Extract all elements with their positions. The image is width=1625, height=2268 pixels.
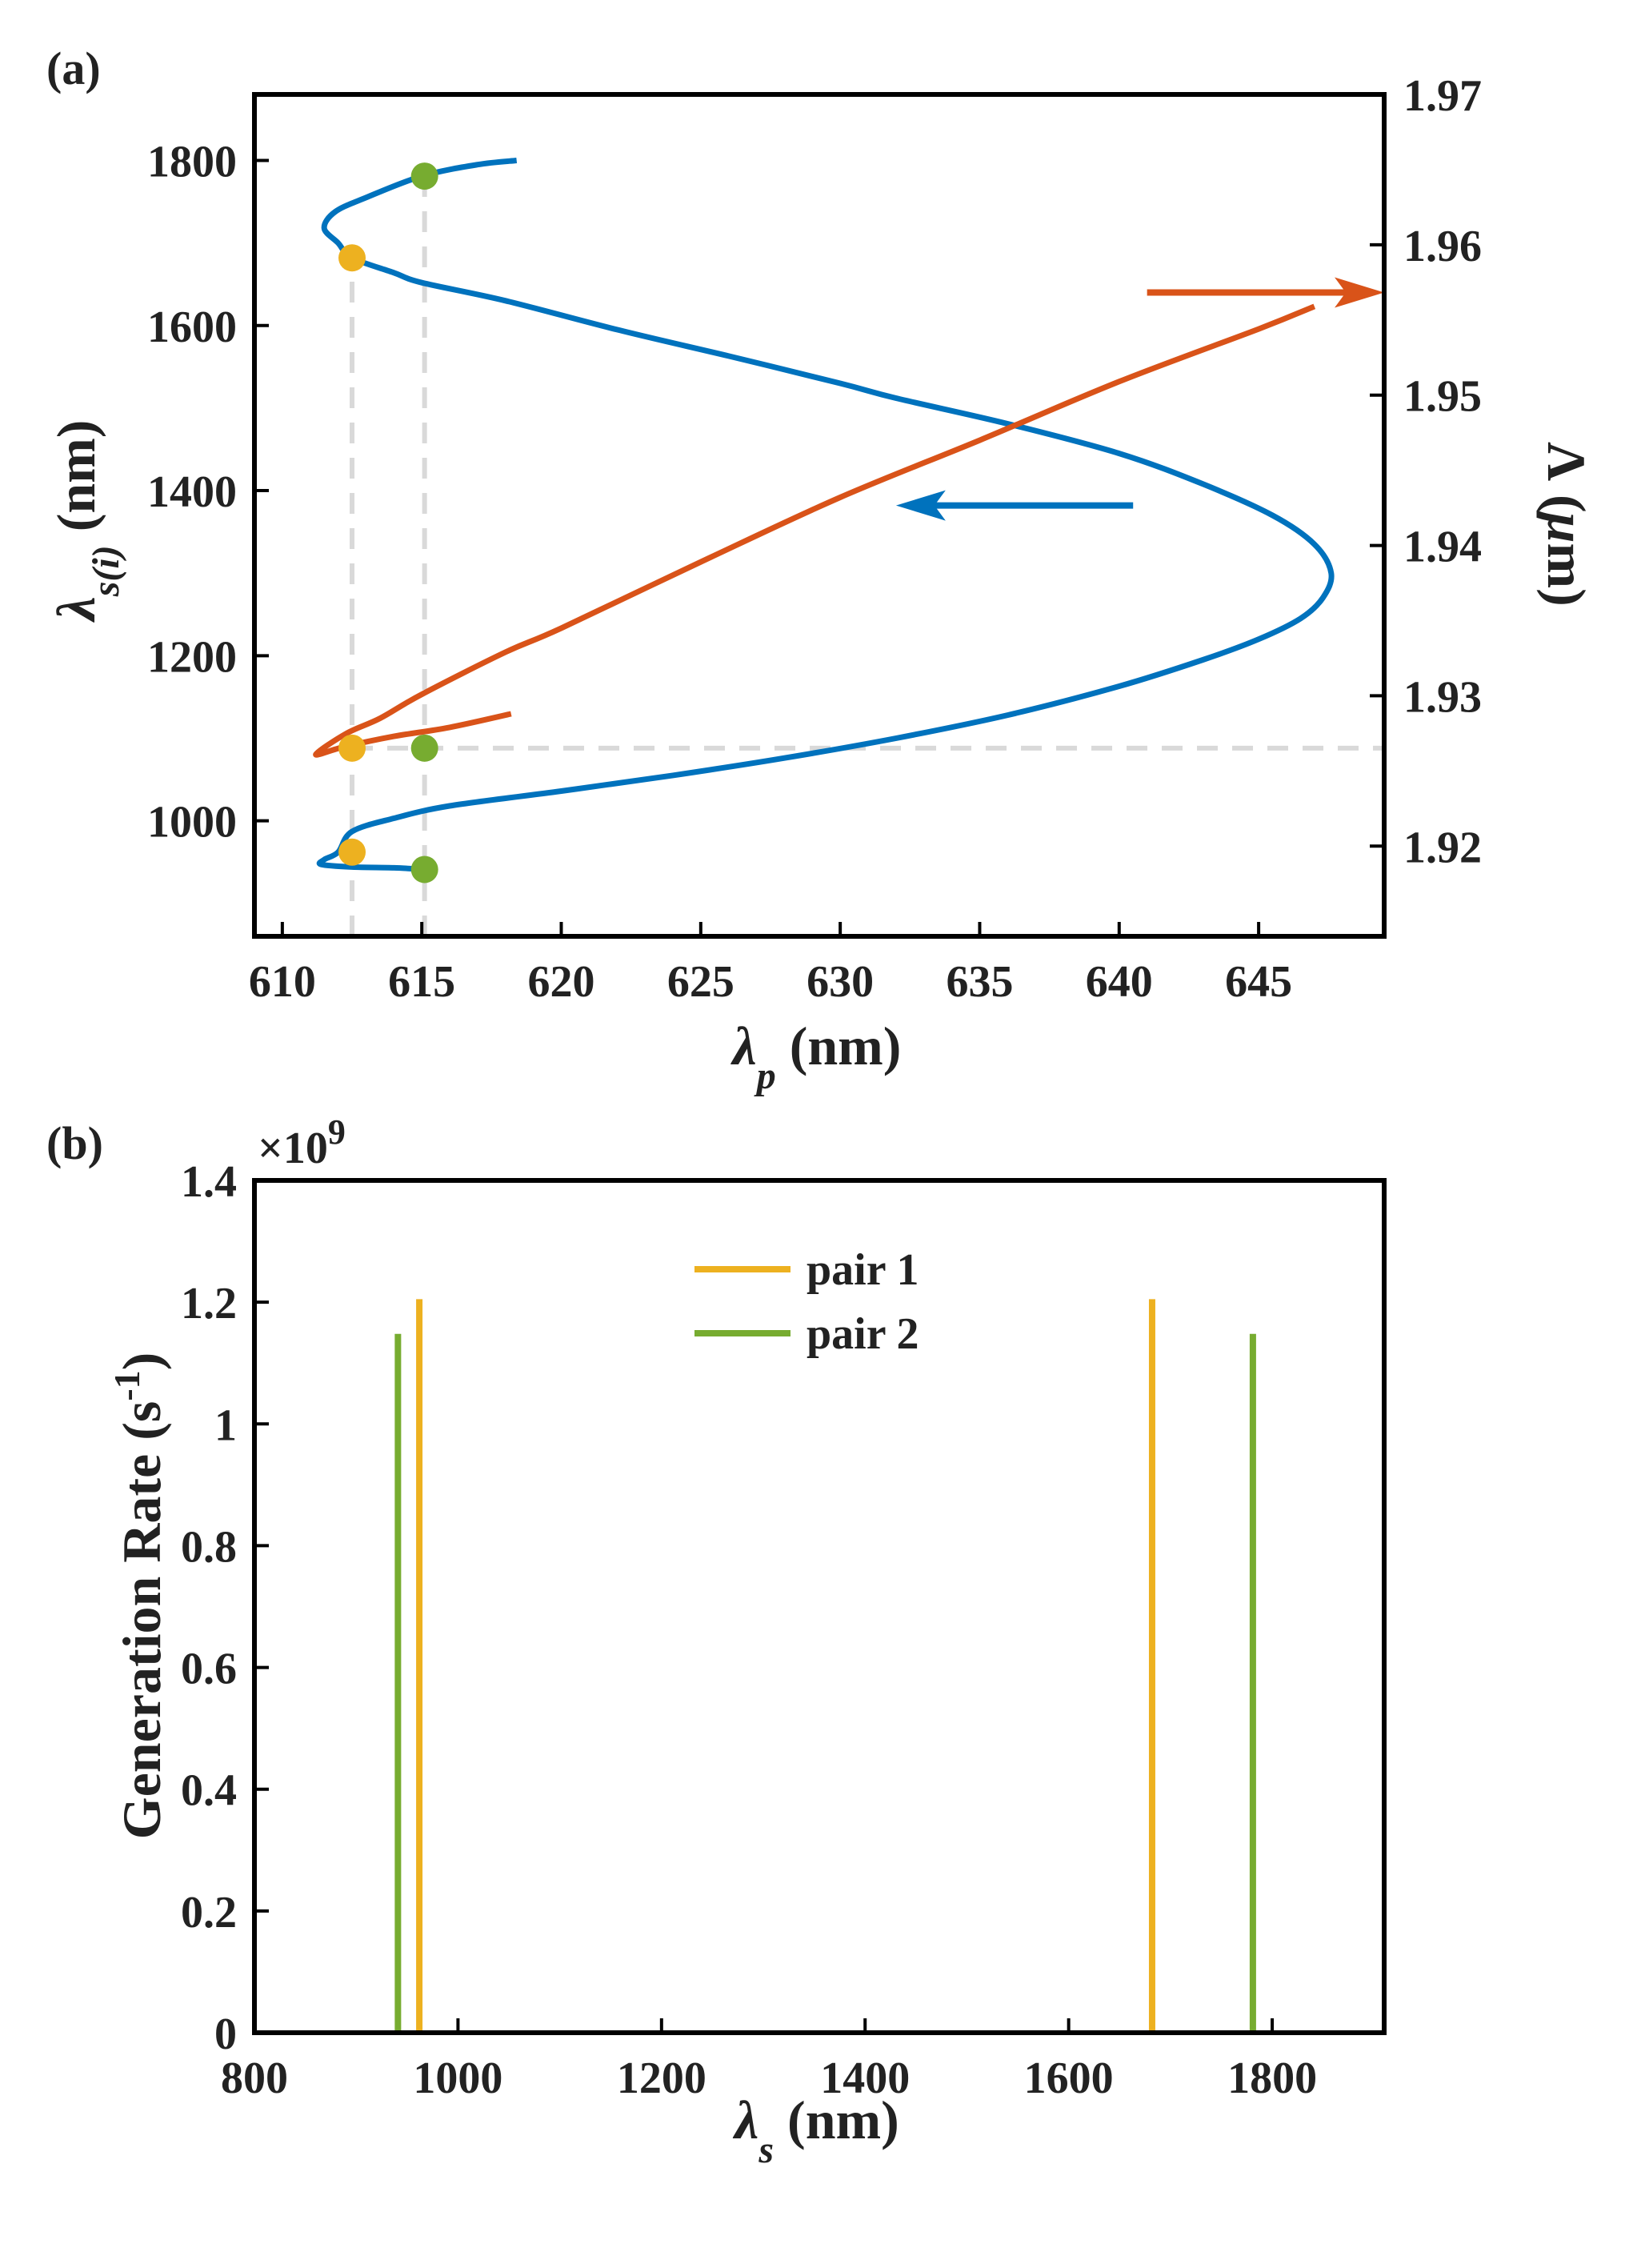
y-tick-label: 1.2 [181,1279,237,1328]
curve-period [313,303,1316,758]
y-axis-label: λs(i) (nm) [46,420,127,623]
marker-pair-1-3 [338,838,366,866]
y-exponent-label: ×109 [258,1112,346,1173]
marker-pair-2-1 [410,162,438,190]
legend-label-pair-2: pair 2 [806,1309,919,1359]
y-ticks: 1000 1200 1400 1600 1800 [147,138,269,847]
x-tick-label: 1600 [1024,2054,1114,2103]
arrow-right-head [1335,277,1384,308]
y-tick-label: 1200 [147,632,237,682]
panel-b-label: (b) [46,1117,103,1169]
y2-tick-label: 1.92 [1403,823,1482,872]
direction-arrows [895,277,1384,521]
panel-a-label: (a) [46,42,101,94]
y2-tick-label: 1.93 [1403,672,1482,722]
curves [313,158,1335,872]
y-tick-label: 1.4 [181,1157,237,1207]
bars [394,1299,1256,2033]
y-tick-label: 0.8 [181,1522,237,1572]
y-tick-label: 0.4 [181,1766,237,1816]
x-ticks: 800 1000 1200 1400 1600 1800 [221,2018,1317,2103]
marker-pair-1-2 [338,734,366,762]
y-tick-label: 1 [214,1400,237,1450]
x-tick-label: 615 [388,957,455,1007]
guide-lines [350,176,1384,936]
y-tick-label: 1400 [147,467,237,517]
x-tick-label: 1000 [413,2054,502,2103]
y-tick-label: 0 [214,2010,237,2059]
x-tick-label: 645 [1225,957,1292,1007]
y2-tick-label: 1.94 [1403,523,1482,572]
x-tick-label: 625 [667,957,734,1007]
y-tick-label: 0.2 [181,1888,237,1937]
x-tick-label: 640 [1086,957,1153,1007]
point-markers [338,162,438,884]
y-tick-label: 1000 [147,798,237,847]
curve-wavelength [316,158,1335,872]
y2-tick-label: 1.96 [1403,222,1482,271]
x-tick-label: 800 [221,2054,288,2103]
x-tick-label: 635 [946,957,1013,1007]
marker-pair-1-1 [338,244,366,272]
y-tick-label: 1800 [147,138,237,187]
x-axis-label: λs (nm) [732,2090,899,2171]
y2-ticks: 1.92 1.93 1.94 1.95 1.96 1.97 [1370,71,1482,872]
chart-b: 800 1000 1200 1400 1600 1800 0 0.2 0.4 0.6 0.8 1 1.… [106,1112,1387,2171]
x-tick-label: 630 [806,957,874,1007]
x-axis-label: λp (nm) [730,1016,902,1097]
x-tick-label: 1400 [820,2054,910,2103]
y2-tick-label: 1.95 [1403,372,1482,422]
x-tick-label: 620 [528,957,595,1007]
x-ticks: 610 615 620 625 630 635 640 645 [249,922,1292,1007]
y-ticks: 0 0.2 0.4 0.6 0.8 1 1.2 1.4 [181,1157,269,2059]
x-tick-label: 610 [249,957,316,1007]
marker-pair-2-3 [410,856,438,884]
y-axis-label: Generation Rate (s-1) [106,1352,172,1840]
y2-axis-label: Λ (μm) [1536,442,1597,607]
legend-label-pair-1: pair 1 [806,1245,919,1295]
arrow-left-head [895,490,946,521]
x-tick-label: 1200 [617,2054,706,2103]
y-tick-label: 1600 [147,303,237,352]
legend: pair 1 pair 2 [694,1245,919,1359]
x-tick-label: 1800 [1227,2054,1317,2103]
axes-box [252,1178,1387,2035]
y2-tick-label: 1.97 [1403,71,1482,121]
axes-box [252,92,1387,939]
chart-a: 610 615 620 625 630 635 640 645 1000 1200 1400 160… [46,71,1597,1097]
y-tick-label: 0.6 [181,1645,237,1694]
marker-pair-2-2 [410,734,438,762]
